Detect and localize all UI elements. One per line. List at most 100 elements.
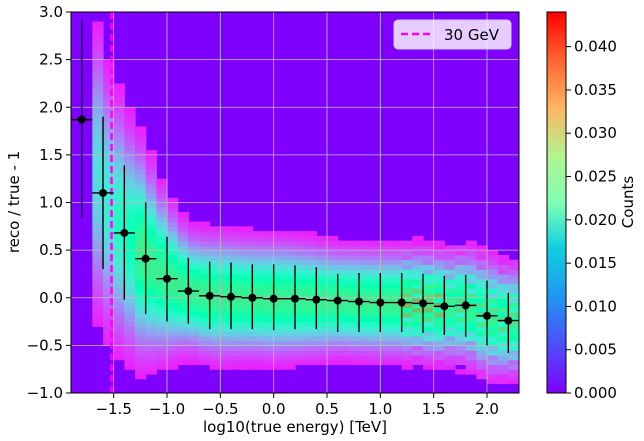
heatmap-cell [103,178,115,185]
heatmap-cell [273,345,285,351]
heatmap-cell [348,240,360,246]
heatmap-cell [369,326,381,332]
heatmap-cell [305,350,317,356]
heatmap-cell [124,331,136,337]
heatmap-cell [487,364,499,370]
heatmap-cell [231,345,243,351]
heatmap-cell [124,121,136,127]
heatmap-cell [145,212,157,218]
heatmap-cell [188,335,200,342]
heatmap-cell [113,250,125,256]
heatmap-cell [327,307,339,313]
heatmap-cell [348,331,360,337]
heatmap-cell [295,264,307,270]
y-tick-label: 1.0 [39,194,63,212]
heatmap-cell [423,278,435,285]
heatmap-cell [92,107,104,113]
heatmap-cell [156,302,168,308]
heatmap-cell [273,321,285,327]
heatmap-cell [103,97,115,104]
heatmap-cell [465,269,477,275]
heatmap-cell [295,359,307,366]
heatmap-cell [369,345,381,351]
heatmap-cell [369,283,381,289]
heatmap-cell [135,283,147,289]
heatmap-cell [156,331,168,337]
heatmap-cell [113,331,125,337]
heatmap-cell [401,331,413,337]
heatmap-cell [433,245,445,251]
heatmap-cell [476,316,488,323]
heatmap-cell [263,302,275,308]
heatmap-cell [391,312,403,318]
heatmap-cell [497,283,509,289]
heatmap-cell [487,278,499,285]
heatmap-cell [284,364,296,370]
heatmap-cell [220,240,232,246]
heatmap-cell [209,226,221,232]
heatmap-cell [135,131,147,137]
heatmap-cell [199,221,211,227]
heatmap-cell [359,321,371,327]
heatmap-cell [209,250,221,256]
heatmap-cell [103,264,115,270]
heatmap-cell [508,288,519,294]
heatmap-cell [156,226,168,232]
heatmap-cell [92,140,104,146]
heatmap-cell [359,292,371,299]
heatmap-cell [284,273,296,280]
heatmap-cell [476,340,488,346]
heatmap-cell [401,278,413,285]
heatmap-cell [380,307,392,313]
heatmap-cell [145,369,157,375]
heatmap-cell [92,188,104,194]
heatmap-cell [305,273,317,280]
heatmap-cell [167,273,179,280]
heatmap-cell [508,264,519,270]
heatmap-cell [220,278,232,285]
heatmap-cell [465,321,477,327]
heatmap-cell [337,354,349,361]
heatmap-cell [156,364,168,370]
heatmap-cell [316,235,328,242]
heatmap-cell [156,359,168,366]
heatmap-cell [295,240,307,246]
heatmap-cell [199,283,211,289]
heatmap-cell [135,331,147,337]
heatmap-cell [455,369,467,375]
heatmap-cell [455,283,467,289]
heatmap-cell [199,250,211,256]
heatmap-cell [92,212,104,218]
heatmap-cell [92,216,104,223]
heatmap-cell [508,307,519,313]
heatmap-cell [369,245,381,251]
heatmap-cell [487,350,499,356]
heatmap-cell [316,278,328,285]
heatmap-cell [241,335,253,342]
heatmap-cell [412,312,424,318]
heatmap-cell [391,302,403,308]
heatmap-cell [284,359,296,366]
y-tick-label: 1.5 [39,146,63,164]
heatmap-cell [380,259,392,266]
heatmap-cell [156,292,168,299]
heatmap-cell [369,278,381,285]
heatmap-cell [103,207,115,213]
heatmap-cell [167,226,179,232]
heatmap-cell [167,197,179,204]
heatmap-cell [145,350,157,356]
heatmap-cell [145,197,157,204]
heatmap-cell [167,364,179,370]
heatmap-cell [92,278,104,285]
heatmap-cell [113,159,125,165]
heatmap-cell [145,331,157,337]
heatmap-cell [92,321,104,327]
heatmap-cell [113,273,125,280]
heatmap-cell [487,264,499,270]
heatmap-cell [369,240,381,246]
heatmap-cell [508,354,519,361]
colorbar-ticks: 0.000 0.005 0.010 0.015 0.020 0.025 0.030 0.035… [566,38,617,402]
heatmap-cell [444,350,456,356]
heatmap-cell [220,292,232,299]
heatmap-cell [316,316,328,323]
